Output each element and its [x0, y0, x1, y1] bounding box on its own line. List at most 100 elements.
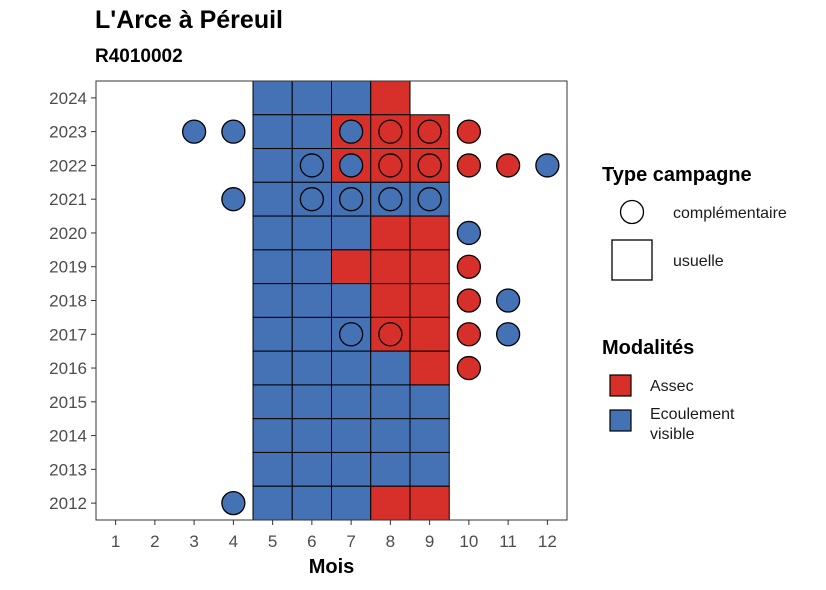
complementaire-point-2012-4 — [221, 490, 246, 516]
usuelle-cell-2017-6 — [291, 316, 332, 352]
usuelle-cell-2015-6 — [291, 384, 332, 420]
x-tick-label: 8 — [386, 532, 395, 551]
y-tick-label: 2020 — [49, 224, 87, 243]
usuelle-cell-2015-9 — [409, 384, 450, 420]
complementaire-point-2019-10 — [456, 254, 482, 279]
usuelle-cell-2018-6 — [291, 283, 332, 318]
complementaire-point-2022-6 — [299, 153, 325, 178]
axes: 1 2 3 4 5 6 7 8 9 10 11 122012201320142015201620172… — [49, 89, 557, 551]
complementaire-point-2023-3 — [181, 119, 207, 144]
complementaire-point-2021-8 — [378, 187, 403, 212]
usuelle-cell-2012-6 — [291, 485, 332, 521]
complementaire-point-2017-8 — [378, 322, 403, 347]
x-tick-label: 12 — [538, 532, 557, 551]
complementaire-point-2023-4 — [221, 119, 246, 144]
x-tick-label: 11 — [499, 532, 517, 551]
usuelle-cell-2013-6 — [291, 451, 332, 487]
usuelle-cell-2019-9 — [409, 249, 450, 285]
x-tick-label: 1 — [111, 532, 120, 551]
usuelle-cell-2014-9 — [409, 418, 450, 453]
usuelle-cell-2020-5 — [252, 215, 293, 251]
complementaire-point-2016-10 — [456, 355, 482, 381]
complementaire-point-2021-4 — [221, 187, 246, 212]
legend-modalite-key — [609, 374, 632, 397]
x-tick-label: 6 — [307, 532, 316, 551]
legend-type-title: Type campagne — [602, 164, 752, 186]
complementaire-point-2023-10 — [456, 119, 482, 144]
usuelle-cell-2014-5 — [252, 418, 293, 453]
usuelle-cell-2012-7 — [331, 485, 372, 521]
complementaire-point-2023-8 — [378, 119, 403, 144]
legend-modalite-label: Assec — [650, 378, 694, 395]
complementaire-point-2022-8 — [378, 153, 403, 178]
usuelle-cell-2020-9 — [409, 215, 450, 251]
x-tick-label: 10 — [459, 532, 478, 551]
y-tick-label: 2023 — [49, 123, 87, 142]
y-tick-label: 2015 — [49, 393, 87, 412]
complementaire-point-2017-10 — [456, 322, 482, 347]
y-tick-label: 2014 — [49, 427, 87, 446]
x-tick-label: 3 — [189, 532, 198, 551]
usuelle-cell-2015-8 — [370, 384, 411, 420]
complementaire-point-2022-12 — [535, 153, 560, 178]
usuelle-cell-2012-9 — [409, 485, 450, 521]
y-tick-label: 2013 — [49, 460, 87, 479]
usuelle-cell-2024-8 — [370, 80, 411, 116]
usuelle-cell-2015-7 — [331, 384, 372, 420]
usuelle-cell-2020-6 — [291, 215, 332, 251]
usuelle-cell-2017-5 — [252, 316, 293, 352]
usuelle-cell-2024-6 — [291, 80, 332, 116]
usuelle-cell-2016-9 — [409, 350, 450, 386]
legends: Type campagne complémentaire usuelle Modali… — [602, 164, 787, 443]
legend-type-label: usuelle — [673, 253, 724, 270]
x-tick-label: 4 — [229, 532, 238, 551]
usuelle-cell-2016-5 — [252, 350, 293, 386]
chart-title: L'Arce à Péreuil — [95, 6, 283, 34]
usuelle-cell-2018-7 — [331, 283, 372, 318]
usuelle-cell-2018-9 — [409, 283, 450, 318]
legend-type-label: complémentaire — [673, 205, 787, 222]
usuelle-cell-2018-8 — [370, 283, 411, 318]
usuelle-cells — [252, 80, 450, 521]
x-tick-label: 9 — [425, 532, 434, 551]
usuelle-cell-2014-6 — [291, 418, 332, 453]
x-tick-label: 7 — [346, 532, 355, 551]
usuelle-cell-2016-7 — [331, 350, 372, 386]
usuelle-cell-2021-5 — [252, 181, 293, 217]
complementaire-points — [181, 119, 560, 516]
usuelle-cell-2024-7 — [331, 80, 372, 116]
complementaire-point-2021-9 — [417, 187, 442, 212]
x-tick-label: 2 — [150, 532, 159, 551]
usuelle-cell-2012-5 — [252, 485, 293, 521]
complementaire-point-2021-7 — [338, 187, 364, 212]
y-tick-label: 2018 — [49, 292, 87, 311]
legend-modalites-title: Modalités — [602, 337, 694, 359]
complementaire-point-2022-10 — [456, 153, 482, 178]
complementaire-point-2021-6 — [299, 187, 325, 212]
y-tick-label: 2021 — [49, 190, 87, 209]
y-tick-label: 2024 — [49, 89, 87, 108]
usuelle-cell-2015-5 — [252, 384, 293, 420]
usuelle-cell-2019-7 — [331, 249, 372, 285]
usuelle-cell-2013-7 — [331, 451, 372, 487]
complementaire-point-2022-9 — [417, 153, 442, 178]
complementaire-point-2023-7 — [338, 119, 364, 144]
y-tick-label: 2017 — [49, 325, 87, 344]
y-tick-label: 2019 — [49, 258, 87, 277]
complementaire-point-2018-10 — [456, 288, 482, 313]
usuelle-cell-2022-5 — [252, 148, 293, 183]
complementaire-point-2023-9 — [417, 119, 442, 144]
complementaire-point-2022-11 — [495, 153, 521, 178]
usuelle-cell-2018-5 — [252, 283, 293, 318]
usuelle-cell-2024-5 — [252, 80, 293, 116]
usuelle-cell-2019-5 — [252, 249, 293, 285]
complementaire-point-2017-11 — [495, 322, 521, 347]
y-tick-label: 2012 — [49, 494, 87, 513]
complementaire-point-2018-11 — [495, 288, 521, 313]
usuelle-cell-2019-8 — [370, 249, 411, 285]
usuelle-cell-2019-6 — [291, 249, 332, 285]
usuelle-cell-2014-7 — [331, 418, 372, 453]
x-axis-title: Mois — [309, 556, 355, 578]
legend-modalite-label: Ecoulement visible — [650, 406, 735, 443]
